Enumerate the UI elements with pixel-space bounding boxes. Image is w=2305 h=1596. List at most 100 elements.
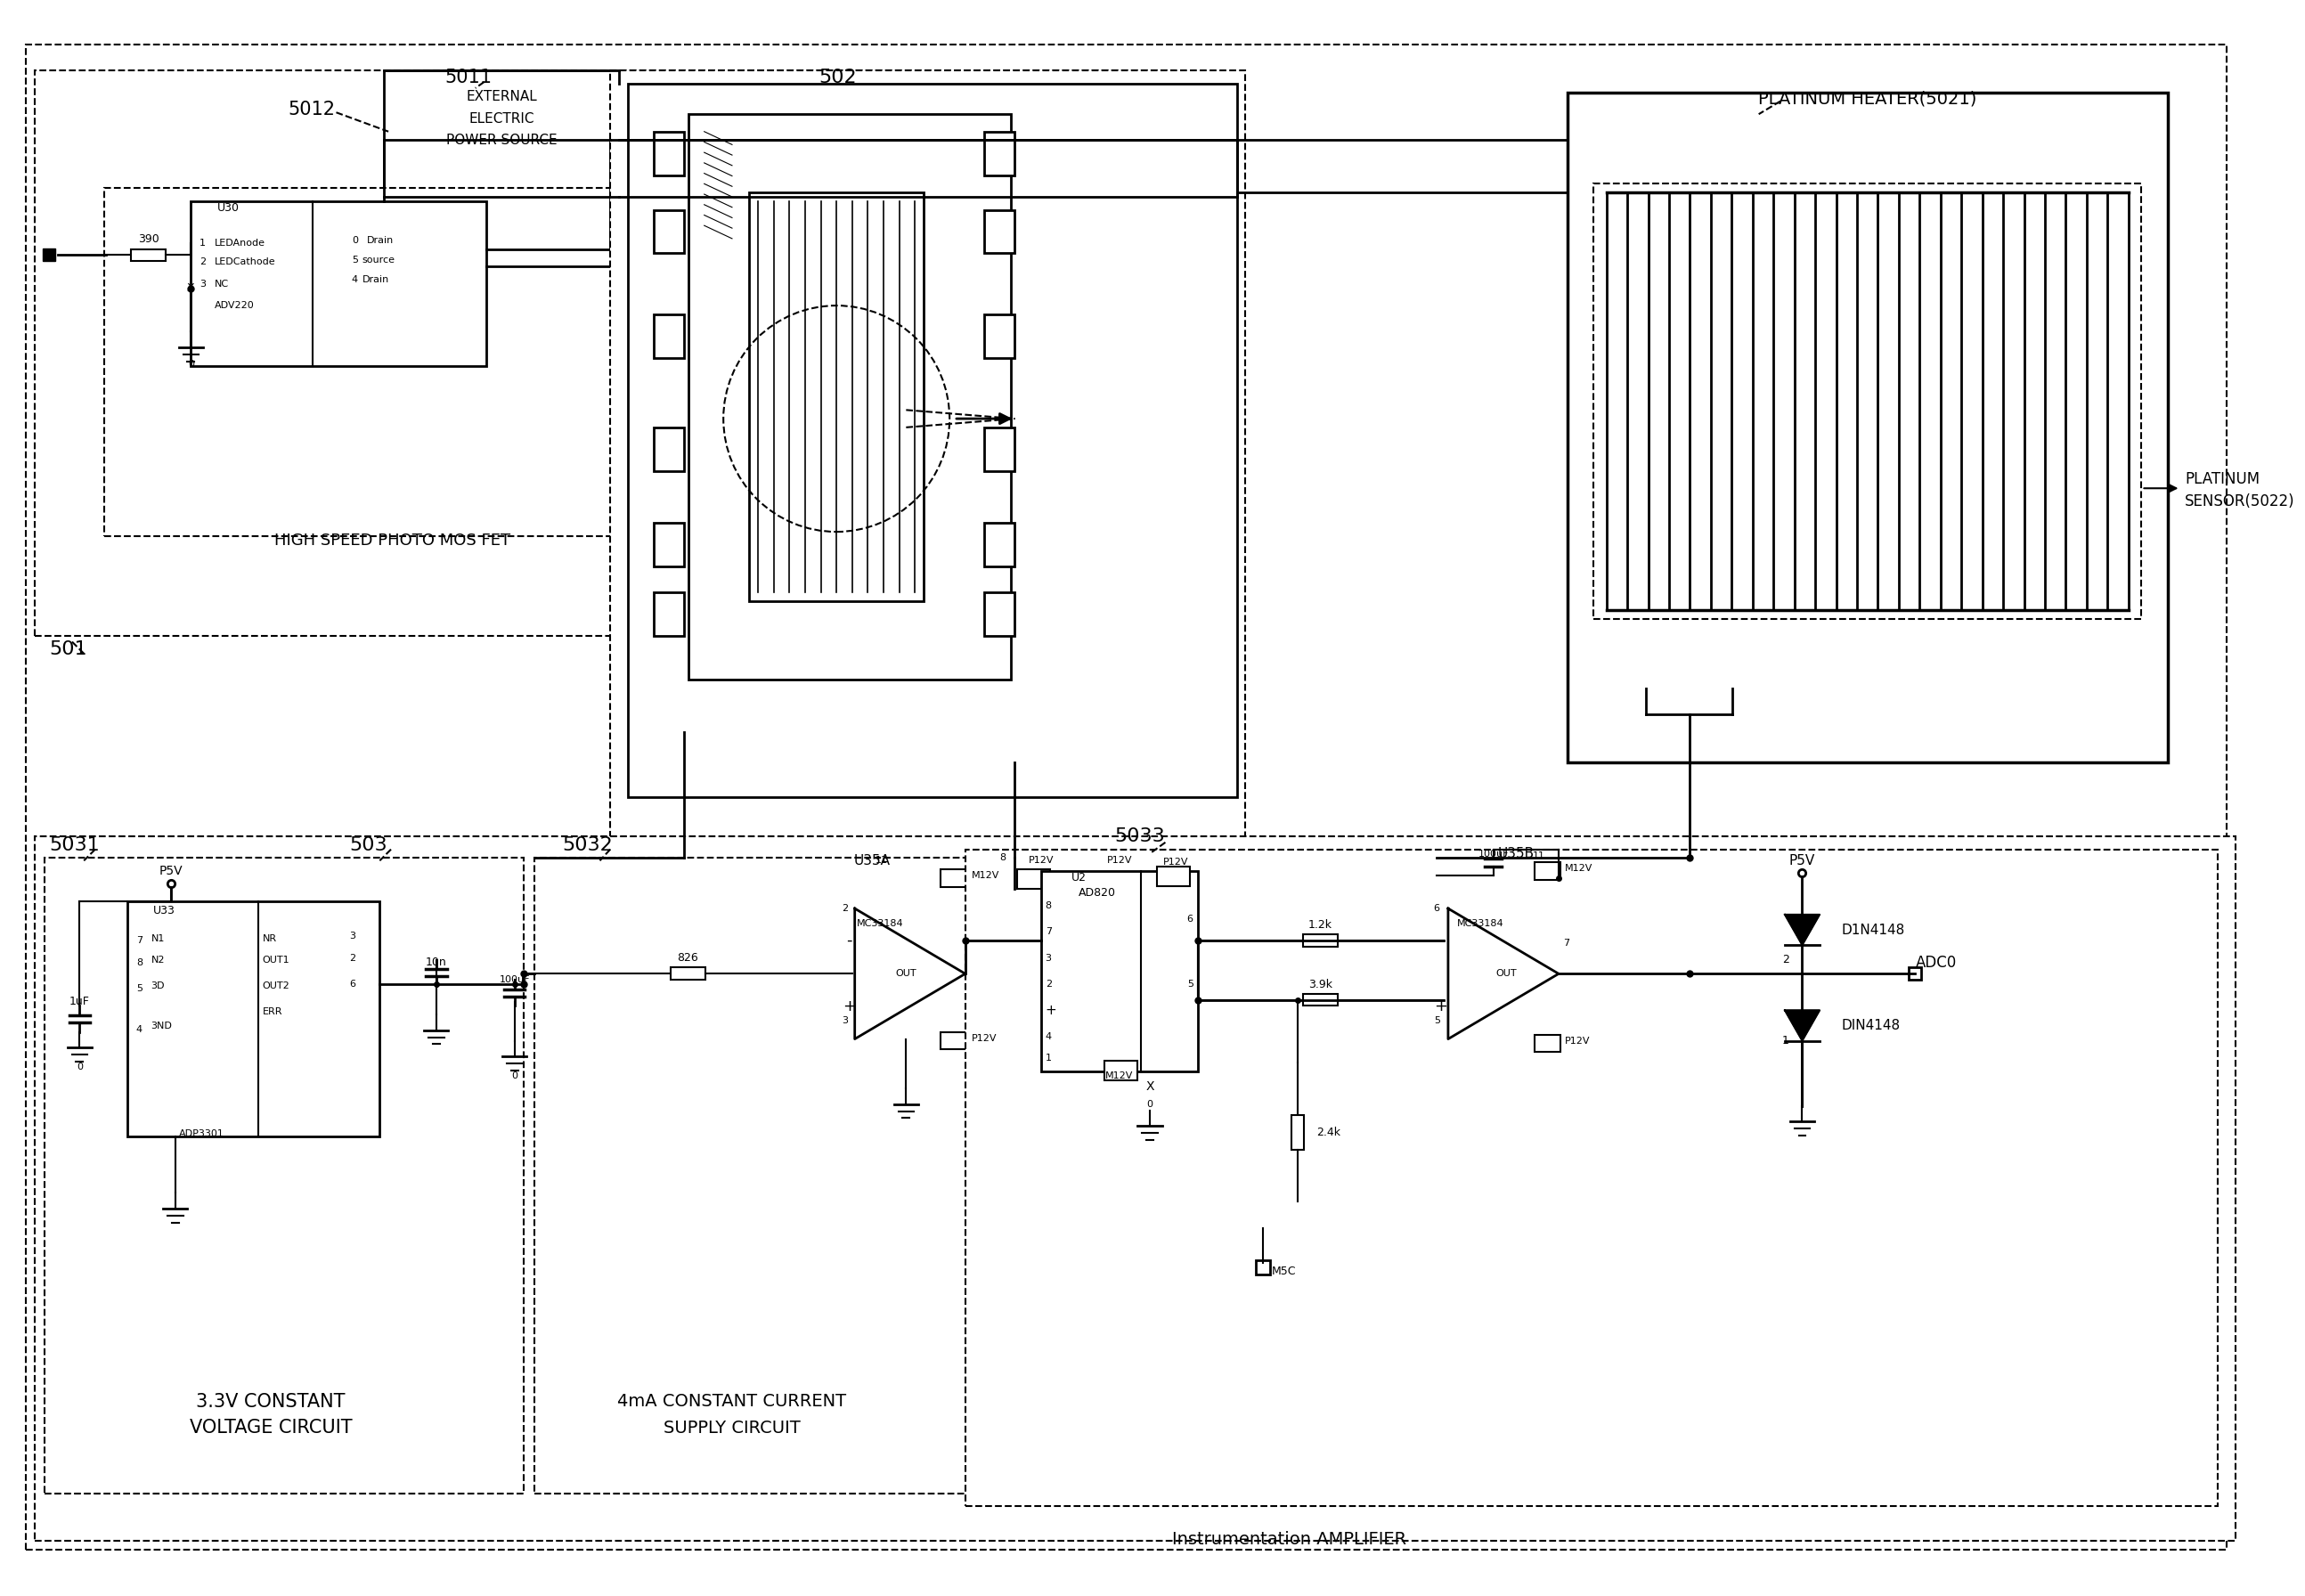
Text: OUT2: OUT2 [263,982,290,991]
Text: 2: 2 [841,903,848,913]
Bar [984,314,1014,358]
Text: 5033: 5033 [1116,827,1166,846]
Bar [1302,935,1337,946]
Text: HIGH SPEED PHOTO MOS FET: HIGH SPEED PHOTO MOS FET [274,533,512,549]
Text: 1uF: 1uF [69,996,90,1007]
Bar [984,523,1014,567]
Text: M5C: M5C [1272,1266,1295,1277]
Text: 4: 4 [136,1025,143,1034]
Text: MC33184: MC33184 [1457,919,1503,927]
Bar [749,193,924,602]
Text: Drain: Drain [366,236,394,244]
Bar [1567,93,2167,763]
Text: X: X [1146,1080,1155,1093]
Text: PLATINUM: PLATINUM [2185,471,2259,488]
Text: P12V: P12V [1028,855,1053,865]
Bar [127,902,380,1136]
Text: 2: 2 [1782,954,1789,966]
Text: 0: 0 [353,236,357,244]
Text: 4: 4 [1044,1033,1051,1041]
Bar [940,1033,968,1050]
Bar [191,201,486,367]
Text: 3: 3 [201,279,205,289]
Bar [1042,871,1199,1071]
Bar [535,859,970,1494]
Text: OUT1: OUT1 [263,956,290,964]
Text: 5031: 5031 [48,836,99,854]
Text: 2: 2 [1044,980,1051,988]
Bar [1017,870,1051,889]
Bar [1157,867,1189,886]
Text: 502: 502 [818,69,857,86]
Text: 3.3V CONSTANT: 3.3V CONSTANT [196,1393,346,1411]
Bar [44,859,523,1494]
Bar [984,592,1014,637]
Text: 100uF: 100uF [1478,849,1510,859]
Text: PLATINUM HEATER(5021): PLATINUM HEATER(5021) [1759,89,1978,107]
Text: VOLTAGE CIRCUIT: VOLTAGE CIRCUIT [189,1419,353,1436]
Text: source: source [362,255,394,265]
Text: N2: N2 [150,956,164,964]
Polygon shape [1784,1010,1819,1041]
Text: POWER SOURCE: POWER SOURCE [445,134,558,147]
Text: 5011: 5011 [445,69,493,86]
Bar [966,849,2217,1507]
Text: 1: 1 [201,238,205,247]
Bar [385,70,620,196]
Text: 0: 0 [76,1063,83,1071]
Text: OUT: OUT [897,969,917,978]
Bar [984,428,1014,471]
Bar [984,131,1014,176]
Text: P5V: P5V [1789,854,1816,867]
Bar [1535,1034,1560,1052]
Text: AD820: AD820 [1079,887,1116,899]
Text: 7: 7 [136,937,143,945]
Text: LEDCathode: LEDCathode [214,257,277,267]
Text: 3D: 3D [150,982,164,991]
Text: ADC0: ADC0 [1915,954,1957,970]
Text: U33: U33 [154,905,175,916]
Text: OUT: OUT [1496,969,1517,978]
Text: 11: 11 [1533,852,1544,860]
Text: 3: 3 [841,1017,848,1025]
Text: +: + [1434,999,1448,1015]
Bar [655,523,685,567]
Text: P12V: P12V [1164,859,1189,867]
Text: 2.4k: 2.4k [1316,1127,1342,1138]
Bar [671,967,705,980]
Text: 8: 8 [1000,854,1007,862]
Text: 4: 4 [353,275,357,284]
Text: -: - [1438,932,1443,948]
Text: U35B: U35B [1498,847,1535,860]
Bar [131,249,166,262]
Text: 3.9k: 3.9k [1309,978,1332,990]
Bar [984,209,1014,254]
Text: +: + [1044,1004,1056,1017]
Text: 5: 5 [1434,1017,1441,1025]
Bar [655,592,685,637]
Bar [655,314,685,358]
Text: 1: 1 [1782,1034,1789,1047]
Text: U30: U30 [217,203,240,214]
Text: DIN4148: DIN4148 [1842,1020,1899,1033]
Text: 501: 501 [48,640,88,658]
Text: U35A: U35A [853,854,890,867]
Text: 1.2k: 1.2k [1309,919,1332,930]
Polygon shape [855,908,966,1039]
Text: 6: 6 [1434,903,1441,913]
Bar [689,115,1010,680]
Text: NR: NR [263,935,277,943]
Text: 6: 6 [350,980,355,988]
Text: P12V: P12V [970,1034,996,1042]
Bar [627,83,1238,796]
Text: 0: 0 [512,1071,519,1080]
Text: NC: NC [214,279,228,289]
Text: M12V: M12V [1106,1071,1134,1080]
Bar [35,70,1173,637]
Text: 8: 8 [1044,902,1051,910]
Text: 7: 7 [1044,927,1051,937]
Text: 6: 6 [1187,915,1194,924]
Text: 0: 0 [187,359,194,369]
Bar [1593,184,2141,619]
Text: U2: U2 [1072,873,1086,884]
